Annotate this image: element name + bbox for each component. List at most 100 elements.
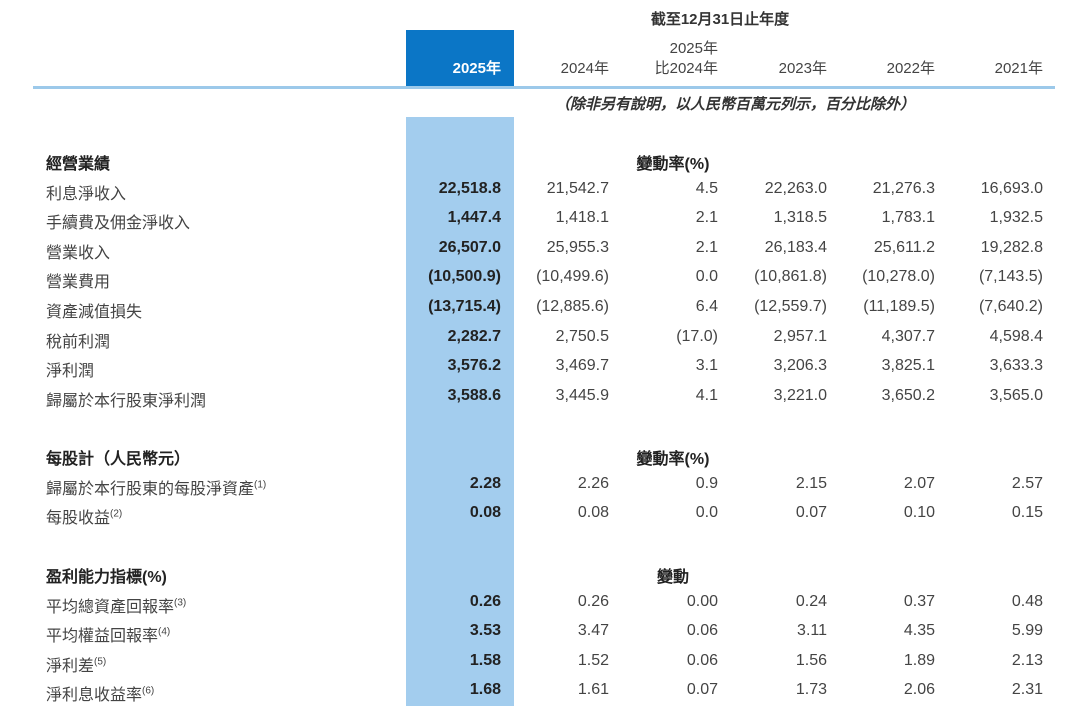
- value-cell: 0.15: [1011, 504, 1043, 522]
- row-label: 歸屬於本行股東淨利潤: [46, 392, 207, 410]
- value-cell: (7,143.5): [978, 268, 1043, 286]
- section-title: 盈利能力指標(%): [46, 569, 167, 586]
- value-cell: 0.37: [903, 592, 935, 610]
- table-row: 營業收入 26,507.0 25,955.3 2.1 26,183.4 25,611.2 1…: [0, 237, 1080, 262]
- change-column-label: 變動率(%): [636, 156, 710, 173]
- table-row: 資產減值損失 (13,715.4) (12,885.6) 6.4 (12,559.7) (…: [0, 296, 1080, 321]
- value-cell: 2.1: [695, 209, 718, 227]
- value-cell: 1.56: [795, 651, 827, 669]
- value-cell: 3,565.0: [989, 386, 1043, 404]
- value-cell: 2.07: [903, 474, 935, 492]
- row-label: 手續費及佣金淨收入: [46, 215, 191, 233]
- value-cell: 22,263.0: [764, 179, 827, 197]
- footnote-marker: (1): [254, 479, 267, 491]
- row-label: 淨利差(5): [46, 656, 107, 675]
- table-row: 歸屬於本行股東淨利潤 3,588.6 3,445.9 4.1 3,221.0 3,650.…: [0, 385, 1080, 410]
- value-cell: 0.00: [686, 592, 718, 610]
- column-header-3: 2023年: [778, 60, 827, 77]
- value-cell: 1.73: [795, 681, 827, 699]
- row-label: 淨利潤: [46, 363, 95, 381]
- row-label: 資產減值損失: [46, 304, 143, 321]
- section-title: 經營業績: [46, 156, 111, 173]
- value-cell: 26,183.4: [764, 238, 827, 256]
- value-cell: 21,542.7: [546, 179, 609, 197]
- value-cell: 25,955.3: [546, 238, 609, 256]
- footnote-marker: (2): [110, 508, 123, 520]
- value-cell: 2.06: [903, 681, 935, 699]
- value-cell: 2,750.5: [555, 327, 609, 345]
- section-header: 經營業績 變動率(%): [0, 148, 1080, 173]
- row-label: 平均權益回報率(4): [46, 626, 171, 646]
- value-cell: 2,282.7: [447, 327, 501, 345]
- value-cell: 1.52: [577, 651, 609, 669]
- table-row: 利息淨收入 22,518.8 21,542.7 4.5 22,263.0 21,276.3…: [0, 178, 1080, 203]
- value-cell: 2.57: [1011, 474, 1043, 492]
- table-row: 歸屬於本行股東的每股淨資產(1) 2.28 2.26 0.9 2.15 2.07 2.57: [0, 473, 1080, 498]
- footnote-marker: (4): [158, 626, 171, 638]
- current-year-header-highlight: [406, 30, 514, 87]
- table-row: 稅前利潤 2,282.7 2,750.5 (17.0) 2,957.1 4,307.7 4,…: [0, 326, 1080, 351]
- row-label: 每股收益(2): [46, 508, 123, 528]
- table-row: 手續費及佣金淨收入 1,447.4 1,418.1 2.1 1,318.5 1,783.1…: [0, 207, 1080, 233]
- value-cell: 1,932.5: [989, 209, 1043, 227]
- value-cell: 3,588.6: [447, 386, 501, 404]
- value-cell: 2.13: [1011, 651, 1043, 669]
- footnote-marker: (6): [142, 686, 155, 698]
- period-heading: 截至12月31日止年度: [650, 11, 790, 28]
- value-cell: 21,276.3: [872, 179, 935, 197]
- value-cell: (10,278.0): [862, 268, 935, 286]
- value-cell: 3,650.2: [881, 386, 935, 404]
- value-cell: 1,783.1: [881, 209, 935, 227]
- value-cell: 2.1: [695, 238, 718, 256]
- value-cell: 1,318.5: [773, 209, 827, 227]
- value-cell: 0.08: [469, 504, 501, 522]
- value-cell: 3.53: [469, 622, 501, 640]
- value-cell: 1,447.4: [447, 209, 501, 227]
- value-cell: 0.0: [695, 504, 718, 522]
- value-cell: (13,715.4): [428, 298, 501, 315]
- column-header-5: 2021年: [994, 60, 1043, 77]
- row-label: 平均總資產回報率(3): [46, 597, 187, 616]
- value-cell: 16,693.0: [980, 179, 1043, 197]
- value-cell: 1.89: [903, 651, 935, 669]
- value-cell: 4,598.4: [989, 327, 1043, 345]
- row-label: 營業收入: [46, 244, 111, 262]
- value-cell: 0.10: [903, 504, 935, 522]
- section-header: 每股計（人民幣元） 變動率(%): [0, 443, 1080, 468]
- table-row: 淨利潤 3,576.2 3,469.7 3.1 3,206.3 3,825.1 3,633.…: [0, 355, 1080, 381]
- value-cell: 0.48: [1011, 592, 1043, 610]
- section-header: 盈利能力指標(%) 變動: [0, 561, 1080, 586]
- value-cell: 26,507.0: [438, 238, 501, 256]
- change-column-label: 變動率(%): [636, 451, 710, 468]
- value-cell: 0.0: [695, 268, 718, 286]
- value-cell: (11,189.5): [863, 298, 935, 315]
- value-cell: 1.68: [469, 681, 501, 699]
- value-cell: (12,885.6): [536, 298, 609, 315]
- value-cell: 3,221.0: [773, 386, 827, 404]
- header-divider: [33, 86, 1055, 89]
- row-label: 淨利息收益率(6): [46, 686, 155, 705]
- value-cell: 25,611.2: [873, 238, 935, 256]
- current-year-column-highlight: [406, 117, 514, 706]
- value-cell: 0.26: [469, 592, 501, 610]
- value-cell: 3.47: [577, 622, 609, 640]
- table-row: 營業費用 (10,500.9) (10,499.6) 0.0 (10,861.8) (10…: [0, 266, 1080, 291]
- table-row: 平均總資產回報率(3) 0.26 0.26 0.00 0.24 0.37 0.48: [0, 591, 1080, 616]
- column-header-1: 2024年: [560, 60, 609, 77]
- value-cell: 3,469.7: [555, 357, 609, 375]
- table-row: 每股收益(2) 0.08 0.08 0.0 0.07 0.10 0.15: [0, 502, 1080, 528]
- value-cell: 0.07: [795, 504, 827, 522]
- value-cell: 0.06: [686, 622, 718, 640]
- value-cell: (10,500.9): [428, 268, 501, 286]
- value-cell: 0.06: [686, 651, 718, 669]
- change-column-label: 變動: [656, 569, 689, 586]
- value-cell: 2.31: [1011, 681, 1043, 699]
- value-cell: 2,957.1: [773, 327, 827, 345]
- value-cell: (17.0): [676, 327, 718, 345]
- value-cell: 22,518.8: [438, 179, 501, 197]
- value-cell: 4.1: [695, 386, 718, 404]
- column-header-line1: 2025年: [669, 40, 718, 57]
- table-row: 淨利息收益率(6) 1.68 1.61 0.07 1.73 2.06 2.31: [0, 679, 1080, 705]
- row-label: 稅前利潤: [46, 333, 111, 351]
- value-cell: (12,559.7): [754, 298, 827, 315]
